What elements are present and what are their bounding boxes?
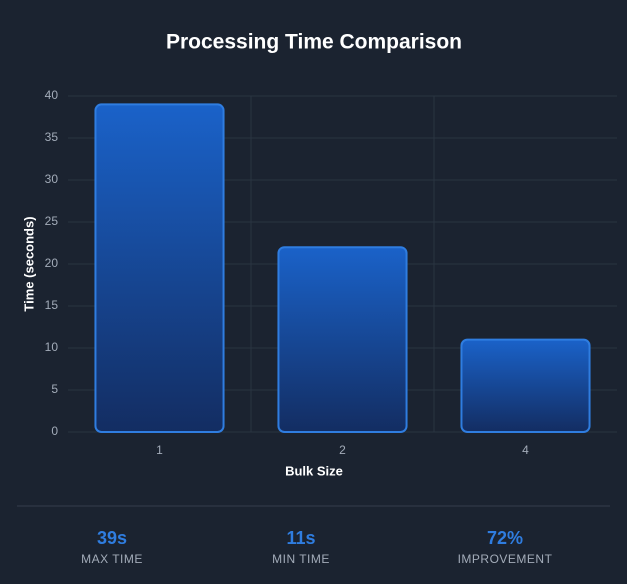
y-tick-label: 30 <box>45 172 59 186</box>
x-tick-label: 4 <box>522 443 529 457</box>
bar <box>94 103 225 434</box>
chart-title: Processing Time Comparison <box>166 31 462 54</box>
y-tick-label: 15 <box>45 298 59 312</box>
y-tick-label: 10 <box>45 340 59 354</box>
y-tick-label: 35 <box>45 130 59 144</box>
y-tick-label: 5 <box>51 382 58 396</box>
stats: 39s MAX TIME 11s MIN TIME 72% IMPROVEMENT <box>81 528 552 566</box>
stat-label: IMPROVEMENT <box>458 552 553 566</box>
y-tick-label: 40 <box>45 88 59 102</box>
bar <box>460 338 591 434</box>
y-tick-label: 25 <box>45 214 59 228</box>
stat-label: MIN TIME <box>272 552 330 566</box>
x-tick-label: 2 <box>339 443 346 457</box>
stat-value: 11s <box>286 528 315 548</box>
x-axis-label: Bulk Size <box>285 463 343 478</box>
stat-value: 72% <box>487 528 523 548</box>
y-tick-label: 0 <box>51 424 58 438</box>
stat-label: MAX TIME <box>81 552 143 566</box>
x-tick-label: 1 <box>156 443 163 457</box>
y-tick-label: 20 <box>45 256 59 270</box>
bar <box>277 246 408 433</box>
y-axis-label: Time (seconds) <box>21 216 36 311</box>
stat-value: 39s <box>97 528 127 548</box>
